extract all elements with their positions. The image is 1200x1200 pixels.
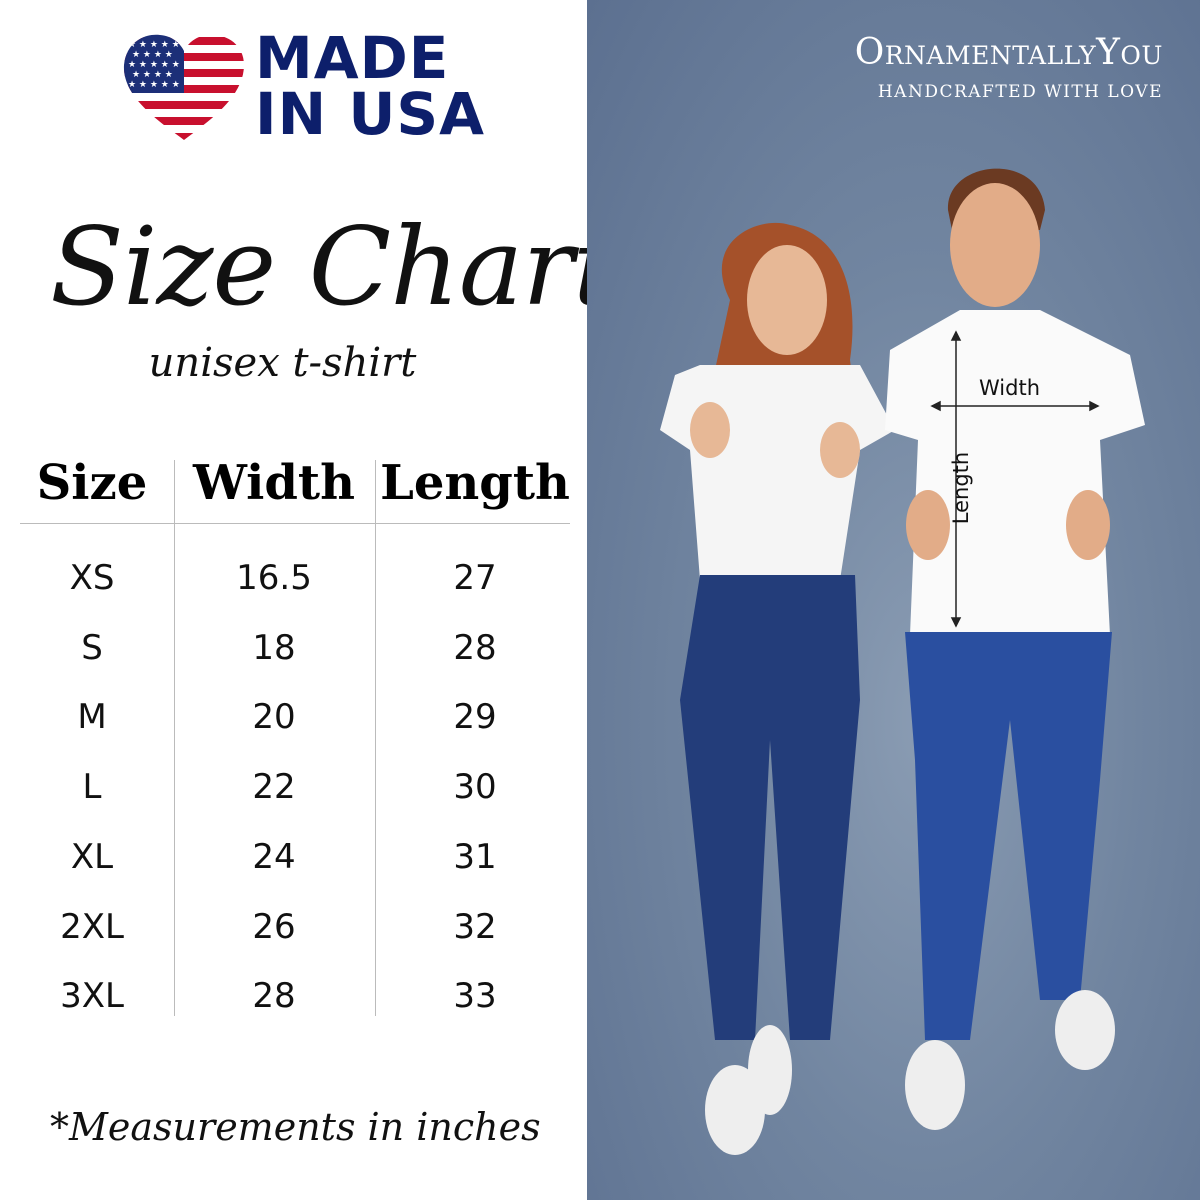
us-flag-heart-icon: ★ ★ ★ ★ ★★ ★ ★ ★★ ★ ★ ★ ★ ★ ★ ★ ★★ ★ ★ ★… [123, 34, 244, 140]
width-cell: 18 [252, 627, 296, 668]
model-photo: Width Length OrnamentallyYou HANDCRAFTED… [587, 0, 1200, 1200]
svg-text:★ ★ ★ ★ ★: ★ ★ ★ ★ ★ [128, 60, 180, 70]
header-divider [20, 523, 570, 524]
length-cell: 33 [453, 976, 497, 1017]
length-cell: 29 [453, 697, 497, 738]
svg-text:★ ★ ★ ★: ★ ★ ★ ★ [132, 70, 173, 80]
width-cell: 22 [252, 767, 296, 808]
length-label: Length [949, 451, 974, 525]
page-title: Size Chart [50, 205, 616, 330]
brand-tagline: HANDCRAFTED WITH LOVE [877, 82, 1163, 102]
size-chart-panel: ★ ★ ★ ★ ★ ★ ★ ★ ★ ★ ★ ★ ★ ★ ★ ★ ★ ★ ★ ★ ★ ★… [0, 0, 616, 1200]
models-illustration [660, 168, 1145, 1155]
measurement-arrows [930, 330, 1100, 628]
size-cell: S [81, 627, 103, 668]
length-cell: 28 [453, 627, 497, 668]
size-cell: M [77, 697, 107, 738]
svg-text:★ ★ ★ ★: ★ ★ ★ ★ [132, 50, 173, 60]
width-label: Width [979, 376, 1041, 400]
width-cell: 24 [252, 836, 296, 877]
page-subtitle: unisex t-shirt [148, 340, 417, 386]
header-width: Width [193, 455, 355, 511]
brand-name: OrnamentallyYou [854, 32, 1163, 73]
man-figure [885, 168, 1145, 1130]
size-cell: XL [70, 836, 114, 877]
logo-line-2: IN USA [255, 80, 486, 148]
made-in-usa-logo: MADE IN USA [255, 24, 486, 148]
logo-line-1: MADE [255, 24, 450, 92]
column-divider [174, 460, 175, 1016]
length-cell: 27 [453, 558, 497, 598]
width-cell: 26 [252, 906, 296, 947]
width-cell: 16.5 [236, 558, 312, 598]
measurement-note: *Measurements in inches [50, 1105, 541, 1149]
width-cell: 20 [252, 697, 296, 738]
length-cell: 31 [453, 836, 497, 877]
size-cell: L [82, 767, 102, 808]
woman-figure [660, 222, 895, 1155]
header-size: Size [36, 455, 148, 511]
column-divider [375, 460, 376, 1016]
length-cell: 32 [453, 906, 497, 947]
size-cell: 2XL [60, 906, 124, 947]
svg-text:★ ★ ★ ★ ★: ★ ★ ★ ★ ★ [128, 80, 180, 90]
size-cell: 3XL [60, 976, 124, 1017]
length-cell: 30 [453, 767, 497, 808]
width-cell: 28 [252, 976, 296, 1017]
header-length: Length [380, 455, 570, 511]
size-cell: XS [69, 558, 115, 598]
svg-text:★ ★ ★ ★ ★: ★ ★ ★ ★ ★ [128, 40, 180, 50]
